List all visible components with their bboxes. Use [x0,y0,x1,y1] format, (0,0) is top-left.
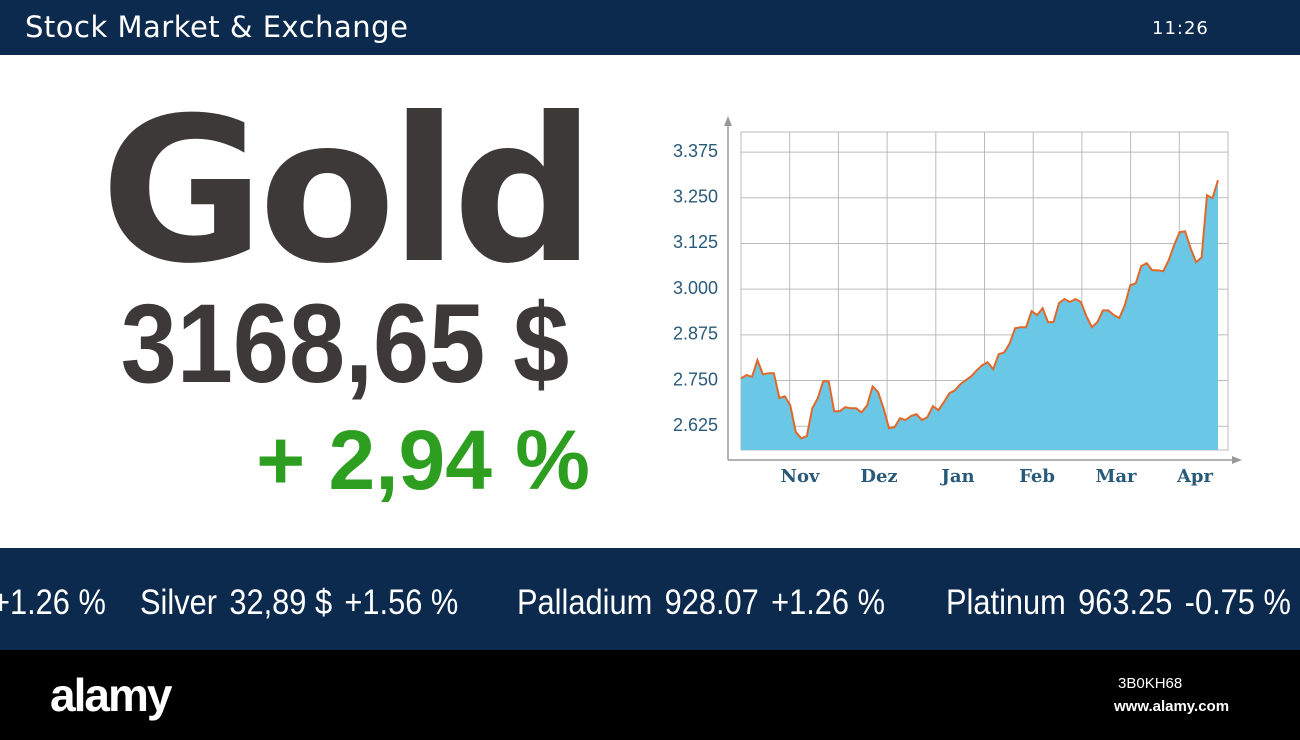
ticker-item: Silver 32,89 $ +1.56 % [140,583,471,623]
axis-arrow [724,116,732,126]
ticker-name: Palladium [517,583,653,622]
ticker-item: Platinum 963.25 -0.75 % [946,583,1300,623]
brand: alamy [50,669,172,721]
ticker-price: 963.25 [1078,583,1173,622]
x-tick-label: Nov [781,466,820,487]
ticker-item: Palladium 928.07 +1.26 % [517,583,897,623]
ticker-item: +1.26 % [0,583,118,623]
x-tick-label: Dez [860,466,897,487]
x-tick-label: Apr [1176,466,1214,487]
ticker-name: Platinum [946,583,1066,622]
area [741,180,1218,450]
asset-name: Gold [100,75,595,308]
url: www.alamy.com [1114,698,1230,715]
x-tick-label: Mar [1095,466,1137,487]
chart: 2.625 2.750 2.875 3.000 3.125 3.250 3.375 Nov De… [673,116,1242,487]
ticker-change: +1.56 % [344,583,459,622]
image-id: 3B0KH68 [1118,675,1183,692]
clock: 11:26 [1152,18,1209,39]
ticker-price: 32,89 $ [229,583,333,622]
ticker-change: +1.26 % [771,583,885,622]
y-tick-label: 3.250 [673,187,718,207]
ticker-change: -0.75 % [1184,583,1291,622]
line [740,179,1219,440]
asset-price: 3168,65 $ [120,281,570,406]
y-tick-label: 2.875 [673,324,718,344]
ticker-name: Silver [140,583,218,622]
x-tick-label: Feb [1019,466,1055,487]
y-tick-label: 2.625 [673,415,718,435]
ticker-price: 928.07 [664,583,759,622]
ticker-bar: +1.26 % Silver 32,89 $ +1.56 % Palladium 928.… [0,548,1300,650]
ticker-change: +1.26 % [0,583,106,622]
y-tick-label: 3.000 [673,278,718,298]
axis-arrow [1232,456,1242,464]
x-tick-label: Jan [939,466,974,487]
y-tick-label: 3.125 [673,232,718,252]
asset-change: + 2,94 % [256,413,590,507]
header: Stock Market & Exchange 11:26 [0,0,1300,55]
header-title: Stock Market & Exchange [25,10,409,44]
footer: alamy 3B0KH68 www.alamy.com [0,650,1300,740]
y-tick-label: 2.750 [673,369,718,389]
y-tick-label: 3.375 [673,141,718,161]
